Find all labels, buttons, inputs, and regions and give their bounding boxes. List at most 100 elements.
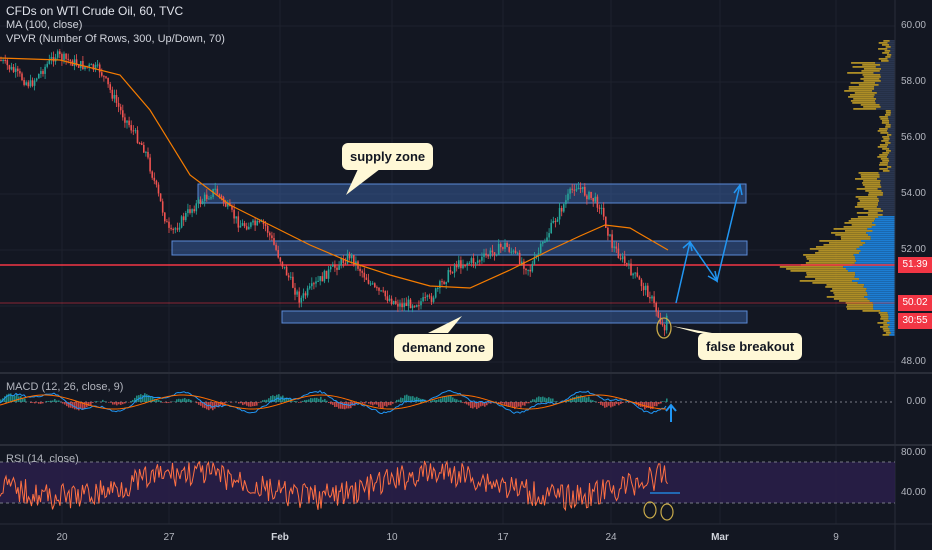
candle-body (640, 279, 643, 287)
vpvr-bar-down (888, 140, 895, 142)
vpvr-bar-up (879, 162, 889, 164)
macd-hist-bar (272, 395, 274, 402)
vpvr-bar-up (863, 76, 881, 78)
vpvr-bar-up (839, 300, 870, 302)
candle-body (275, 244, 277, 250)
vpvr-bar-up (880, 132, 889, 134)
rsi-legend[interactable]: RSI (14, close) (6, 453, 79, 465)
vpvr-bar-up (815, 252, 860, 254)
candle-body (594, 196, 597, 202)
macd-hist-bar (402, 398, 404, 402)
vpvr-bar-down (878, 216, 895, 218)
candle-body (33, 80, 36, 86)
vpvr-bar-up (846, 304, 874, 306)
vpvr-bar-down (875, 62, 895, 64)
candle-body (550, 222, 552, 234)
candle-body (548, 233, 550, 238)
candle-body (474, 262, 477, 264)
vpvr-bar-down (867, 228, 895, 230)
candle-body (642, 286, 645, 291)
vpvr-bar-up (860, 174, 880, 176)
candle-body (350, 254, 353, 259)
candle-body (552, 220, 555, 223)
vpvr-bar-down (879, 200, 895, 202)
vpvr-bar-up (852, 102, 876, 104)
macd-hist-bar (626, 401, 628, 402)
vpvr-bar-down (881, 190, 895, 192)
macd-hist-bar (398, 399, 400, 402)
vpvr-bar-down (882, 210, 895, 212)
symbol-title[interactable]: CFDs on WTI Crude Oil, 60, TVC (6, 4, 184, 18)
demand-zone-callout[interactable]: demand zone (394, 334, 494, 361)
macd-hist-bar (574, 397, 576, 402)
macd-arrow (665, 403, 677, 422)
candle-body (497, 243, 500, 255)
candle-body (455, 265, 458, 268)
vpvr-bar-up (879, 144, 889, 146)
candle-body (634, 272, 636, 274)
vpvr-bar-down (890, 46, 895, 48)
candle-body (283, 266, 286, 268)
candle-body (260, 221, 263, 223)
candle-body (176, 228, 179, 230)
vpvr-bar-down (860, 250, 895, 252)
supply-zone-callout[interactable]: supply zone (342, 143, 434, 170)
false-breakout-callout[interactable]: false breakout (698, 333, 803, 360)
vpvr-bar-up (882, 120, 890, 122)
vpvr-bar-down (862, 244, 895, 246)
vpvr-bar-down (874, 82, 895, 84)
candle-body (481, 256, 483, 261)
macd-hist-bar (54, 399, 56, 402)
candle-body (140, 143, 143, 145)
macd-hist-bar (102, 399, 104, 402)
candle-body (201, 201, 204, 205)
date-label: 10 (386, 532, 398, 543)
vpvr-bar-down (889, 328, 895, 330)
demand-zone-rect[interactable] (281, 310, 748, 324)
vpvr-bar-up (849, 94, 875, 96)
macd-hist-bar (136, 395, 138, 402)
vpvr-bar-up (878, 312, 888, 314)
mid-zone-rect[interactable] (171, 240, 748, 256)
macd-hist-bar (164, 402, 166, 403)
macd-legend[interactable]: MACD (12, 26, close, 9) (6, 381, 124, 393)
rsi-circle-2 (660, 503, 674, 521)
macd-hist-bar (514, 402, 516, 410)
candle-body (147, 151, 149, 158)
vpvr-bar-up (858, 198, 879, 200)
candle-body (596, 196, 599, 208)
candle-body (437, 288, 439, 290)
vpvr-bar-down (882, 214, 895, 216)
macd-hist-bar (374, 402, 376, 405)
macd-hist-bar (572, 397, 574, 402)
macd-hist-bar (248, 402, 250, 407)
candle-body (294, 287, 296, 295)
vpvr-bar-down (859, 252, 895, 254)
vpvr-bar-down (889, 330, 895, 332)
candle-body (544, 241, 546, 243)
vpvr-bar-up (852, 66, 876, 68)
candle-body (153, 177, 156, 181)
vpvr-bar-down (869, 300, 895, 302)
vpvr-bar-up (882, 328, 890, 330)
vpvr-bar-up (856, 212, 878, 214)
macd-hist-bar (610, 402, 612, 408)
supply-zone-rect[interactable] (197, 183, 747, 204)
macd-hist-bar (556, 401, 558, 402)
vpvr-legend[interactable]: VPVR (Number Of Rows, 300, Up/Down, 70) (6, 33, 225, 45)
macd-hist-bar (266, 399, 268, 402)
macd-hist-bar (434, 399, 436, 402)
vpvr-bar-up (880, 158, 889, 160)
macd-hist-bar (64, 402, 66, 405)
macd-hist-bar (302, 400, 304, 402)
vpvr-bar-up (840, 236, 871, 238)
vpvr-bar-down (879, 78, 895, 80)
candle-body (40, 71, 42, 74)
vpvr-bar-down (866, 288, 895, 290)
vpvr-bar-up (867, 214, 883, 216)
vpvr-bar-down (873, 304, 895, 306)
ma-legend[interactable]: MA (100, close) (6, 19, 83, 31)
candle-body (443, 281, 445, 284)
candle-body (374, 283, 376, 288)
